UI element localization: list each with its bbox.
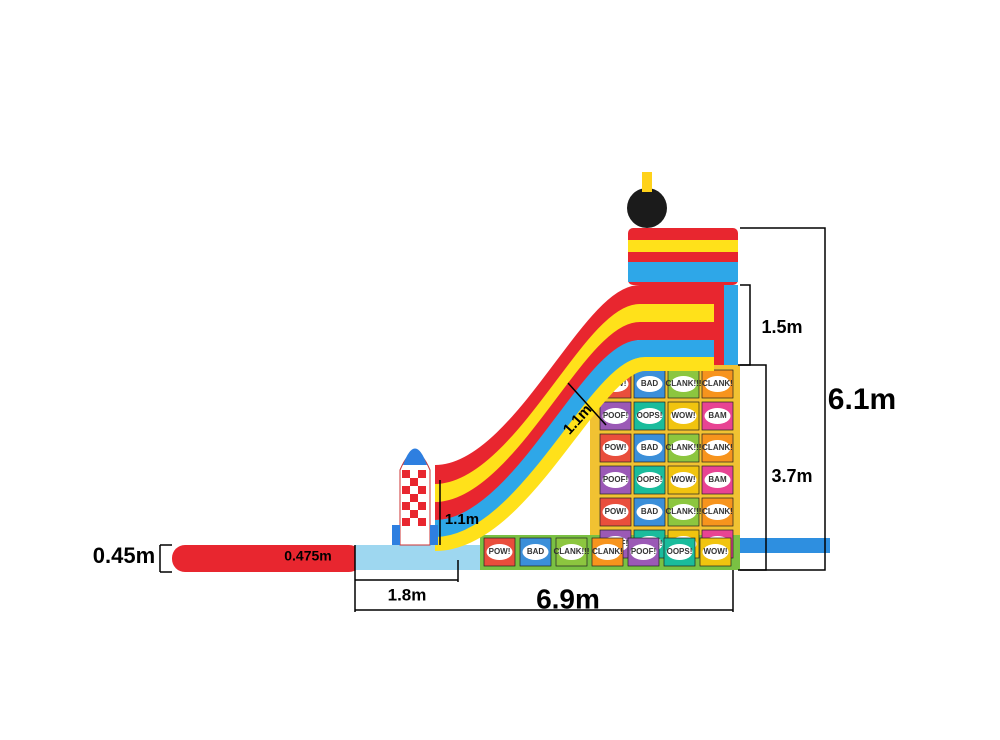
speech-bubble — [522, 544, 549, 560]
speech-bubble — [602, 472, 629, 488]
comic-word: OOPS! — [637, 411, 663, 420]
comic-word: WOW! — [672, 411, 696, 420]
speech-bubble — [670, 408, 697, 424]
dim-label: 1.1m — [445, 511, 479, 528]
dimension-lines — [159, 227, 826, 612]
comic-word: BAM — [708, 411, 727, 420]
comic-word: OOPS! — [667, 547, 693, 556]
speech-bubble — [636, 472, 663, 488]
slide — [434, 285, 714, 551]
speech-bubble — [594, 544, 621, 560]
tube — [172, 545, 362, 572]
speech-bubble — [670, 440, 697, 456]
speech-bubble — [704, 376, 731, 392]
dim-label: 0.475m — [284, 548, 331, 564]
comic-word: POOF! — [603, 411, 628, 420]
speech-bubble — [558, 544, 585, 560]
speech-bubble — [704, 472, 731, 488]
comic-word: CLANK!!! — [666, 379, 702, 388]
comic-word: WOW! — [704, 547, 728, 556]
comic-word: BAM — [708, 475, 727, 484]
speech-bubble — [636, 440, 663, 456]
speech-bubble — [670, 504, 697, 520]
comic-word: POW! — [605, 443, 627, 452]
speech-bubble — [636, 504, 663, 520]
comic-word: WOW! — [672, 475, 696, 484]
speech-bubble — [602, 408, 629, 424]
speech-bubble — [704, 408, 731, 424]
speech-bubble — [702, 544, 729, 560]
comic-word: CLANK!!! — [666, 507, 702, 516]
dim-label: 1.5m — [761, 317, 802, 337]
speech-bubble — [630, 544, 657, 560]
speech-bubble — [602, 504, 629, 520]
comic-word: POW! — [489, 547, 511, 556]
speech-bubble — [670, 376, 697, 392]
speech-bubble — [704, 504, 731, 520]
dim-label: 3.7m — [771, 466, 812, 486]
speech-bubble — [666, 544, 693, 560]
comic-word: POOF! — [631, 547, 656, 556]
comic-word: BAD — [641, 379, 659, 388]
rocket — [392, 448, 438, 546]
comic-word: OOPS! — [637, 475, 663, 484]
comic-word: BAD — [641, 443, 659, 452]
speech-bubble — [602, 440, 629, 456]
comic-word: BAD — [527, 547, 545, 556]
speech-bubble — [486, 544, 513, 560]
comic-word: CLANK! — [702, 379, 733, 388]
dim-label: 6.9m — [536, 583, 600, 614]
comic-word: CLANK! — [702, 507, 733, 516]
comic-word: CLANK!!! — [666, 443, 702, 452]
speech-bubble — [636, 376, 663, 392]
comic-wall: POW! BAD CLANK!!! CLANK!POOF! OOPS! WOW! BAMPO… — [355, 365, 740, 570]
comic-word: BAD — [641, 507, 659, 516]
pole — [736, 538, 830, 553]
dim-label: 6.1m — [828, 383, 896, 416]
speech-bubble — [636, 408, 663, 424]
comic-word: CLANK!!! — [554, 547, 590, 556]
speech-bubble — [704, 440, 731, 456]
dim-label: 1.8m — [388, 585, 427, 604]
dim-label: 0.45m — [93, 543, 155, 568]
comic-word: CLANK! — [702, 443, 733, 452]
comic-word: POW! — [605, 507, 627, 516]
speech-bubble — [670, 472, 697, 488]
comic-word: CLANK! — [592, 547, 623, 556]
comic-word: POOF! — [603, 475, 628, 484]
tower — [627, 172, 738, 365]
